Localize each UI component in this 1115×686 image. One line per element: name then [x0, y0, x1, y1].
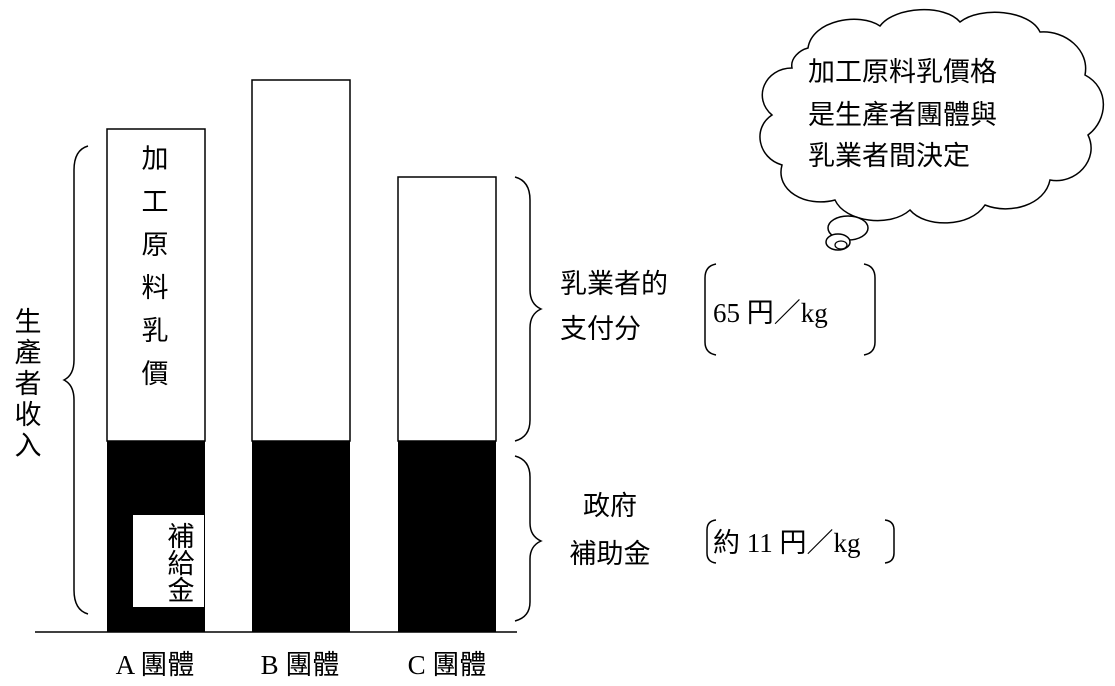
- bar-a-subsidy-char: 給: [168, 549, 195, 579]
- producer-income-char: 者: [15, 369, 42, 399]
- producer-income-char: 入: [15, 431, 42, 461]
- thought-bubble-line2: 是生產者團體與: [808, 100, 997, 130]
- group-label-b: B 團體: [261, 650, 340, 680]
- producer-income-brace: [62, 145, 89, 615]
- thought-bubble-line3: 乳業者間決定: [808, 141, 970, 171]
- bar-a-price-segment: [106, 128, 206, 442]
- group-label-c: C 團體: [408, 650, 487, 680]
- subsidy-amount-left-bracket: [706, 519, 717, 564]
- thought-bubble-cloud: [759, 9, 1105, 224]
- dairy-payment-brace: [514, 176, 543, 442]
- bar-a-price-char: 工: [142, 187, 169, 217]
- bar-a-price-char: 料: [142, 273, 169, 303]
- thought-bubble: 加工原料乳價格 是生產者團體與 乳業者間決定: [759, 9, 1105, 251]
- producer-income-char: 生: [15, 307, 42, 337]
- dairy-payment-label-line1: 乳業者的: [560, 269, 668, 299]
- dairy-amount-right-bracket: [863, 263, 876, 356]
- bar-group-b: [251, 79, 351, 632]
- bar-a-subsidy-char: 補: [168, 522, 195, 552]
- bar-group-c: [397, 176, 497, 632]
- producer-income-char: 產: [15, 338, 42, 368]
- bar-b-price-segment: [251, 79, 351, 442]
- thought-bubble-line1: 加工原料乳價格: [808, 57, 997, 87]
- bar-a-price-label: 加 工 原 料 乳 價: [142, 144, 169, 389]
- producer-income-label: 生 產 者 收 入: [15, 307, 42, 461]
- group-label-a: A 團體: [116, 650, 195, 680]
- thought-bubble-dot-3: [834, 240, 848, 250]
- bar-a-price-char: 乳: [142, 316, 169, 346]
- subsidy-amount-right-bracket: [884, 519, 895, 564]
- dairy-payment-label-line2: 支付分: [560, 314, 641, 344]
- bar-c-price-segment: [397, 176, 497, 442]
- dairy-amount-left-bracket: [704, 263, 717, 356]
- bar-a-price-char: 價: [142, 359, 169, 389]
- subsidy-label-line2: 補助金: [570, 539, 651, 569]
- bar-a-price-char: 加: [142, 144, 169, 174]
- subsidy-brace: [514, 455, 543, 622]
- dairy-payment-amount: 65 円／kg: [713, 298, 828, 328]
- bar-a-price-char: 原: [142, 230, 169, 260]
- producer-income-char: 收: [15, 400, 42, 430]
- bar-a-subsidy-label: 補 給 金: [168, 522, 195, 606]
- subsidy-label-line1: 政府: [583, 491, 637, 521]
- subsidy-amount: 約 11 円／kg: [713, 528, 861, 558]
- bar-a-subsidy-char: 金: [168, 576, 195, 606]
- bar-group-a: [106, 128, 206, 632]
- bar-b-subsidy-segment: [252, 441, 350, 632]
- bar-c-subsidy-segment: [398, 441, 496, 632]
- bar-a-subsidy-label-box: [133, 515, 204, 607]
